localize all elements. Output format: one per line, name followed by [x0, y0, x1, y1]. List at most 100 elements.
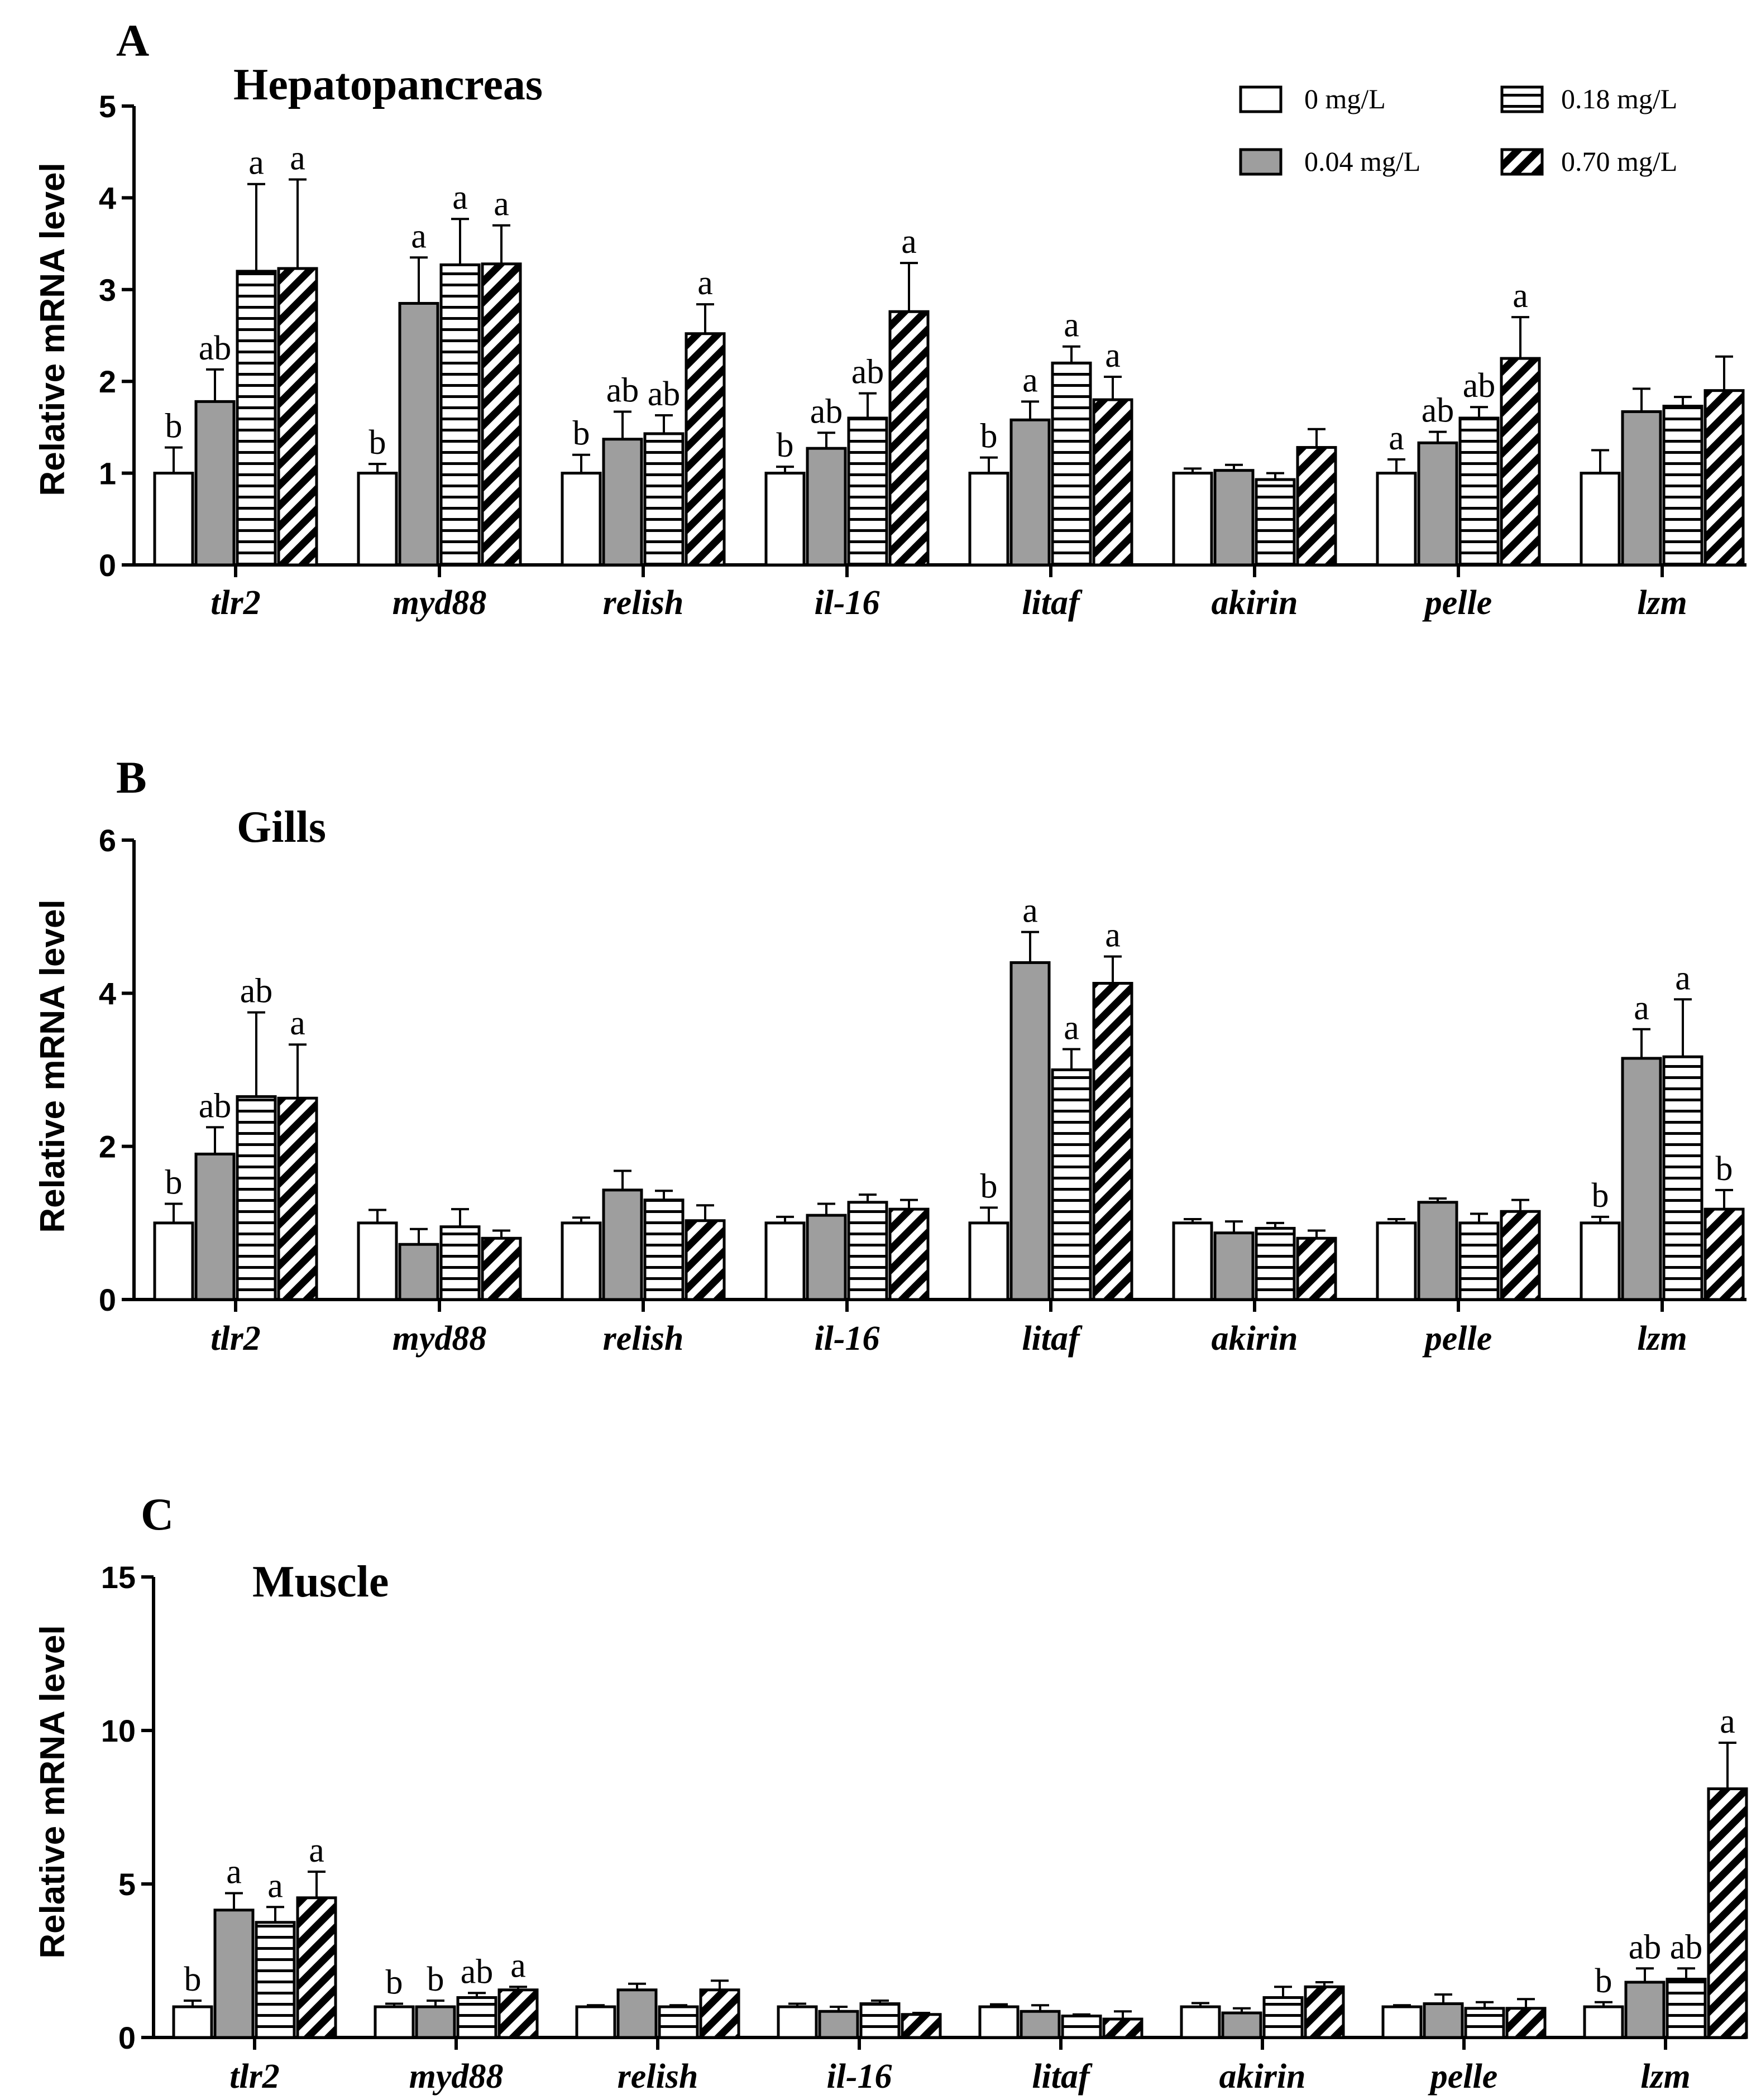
significance-label: b: [980, 1167, 998, 1205]
bar-myd88-s0: [357, 1221, 398, 1301]
bar-litaf-s2: [1061, 2015, 1102, 2039]
significance-label: b: [427, 1960, 444, 1998]
bar-relish-s3: [685, 1219, 726, 1301]
bar-akirin-s2: [1255, 1226, 1296, 1301]
bar-pelle-s0: [1376, 1221, 1417, 1301]
x-tick-label-lzm: lzm: [1637, 1320, 1687, 1358]
bar-akirin-s0: [1172, 472, 1213, 567]
significance-label: a: [1675, 959, 1691, 997]
legend-swatch-0mg: [1239, 85, 1283, 113]
bar-tlr2-s1: [213, 1909, 255, 2039]
bar-litaf-s1: [1009, 961, 1051, 1301]
significance-label: b: [1716, 1150, 1733, 1188]
y-tick-label: 4: [99, 976, 116, 1011]
bar-pelle-s3: [1505, 2007, 1547, 2039]
significance-label: ab: [851, 353, 884, 391]
bar-lzm-s3: [1703, 389, 1745, 567]
x-tick-label-il-16: il-16: [814, 584, 879, 622]
bar-pelle-s1: [1417, 1201, 1458, 1301]
bar-pelle-s3: [1500, 357, 1541, 567]
y-tick-label: 1: [99, 456, 116, 491]
significance-label: ab: [1422, 392, 1454, 430]
significance-label: ab: [810, 392, 843, 430]
bar-pelle-s0: [1376, 472, 1417, 567]
x-tick-label-relish: relish: [618, 2058, 698, 2096]
bar-lzm-s2: [1662, 1055, 1703, 1301]
significance-label: a: [1513, 277, 1528, 315]
significance-label: b: [386, 1964, 403, 2002]
significance-label: a: [510, 1946, 526, 1984]
bar-lzm-s0: [1583, 2005, 1624, 2039]
significance-label: a: [248, 144, 264, 182]
legend-item-004mg: 0.04 mg/L: [1239, 146, 1420, 177]
bar-tlr2-s0: [153, 472, 194, 567]
x-tick-label-tlr2: tlr2: [229, 2058, 280, 2096]
legend-item-018mg: 0.18 mg/L: [1500, 83, 1677, 114]
bar-relish-s1: [616, 1988, 658, 2039]
significance-label: a: [267, 1867, 283, 1905]
x-tick-label-il-16: il-16: [814, 1320, 879, 1358]
x-tick-label-akirin: akirin: [1211, 1320, 1298, 1358]
significance-label: a: [411, 217, 427, 255]
bar-litaf-s2: [1051, 361, 1092, 567]
y-tick-label: 5: [118, 1867, 136, 1902]
y-tick-label: 6: [99, 823, 116, 858]
bar-tlr2-s3: [296, 1896, 337, 2039]
y-axis-label-b: Relative mRNA level: [34, 899, 72, 1233]
y-tick-label: 0: [99, 548, 116, 583]
bar-tlr2-s3: [277, 1096, 318, 1301]
x-tick-label-pelle: pelle: [1422, 584, 1492, 622]
bar-tlr2-s0: [153, 1221, 194, 1301]
bar-myd88-s0: [374, 2005, 415, 2039]
significance-label: ab: [1670, 1928, 1703, 1966]
panel-letter-a: A: [116, 15, 149, 66]
bar-akirin-s2: [1255, 478, 1296, 567]
bar-myd88-s1: [398, 1243, 439, 1301]
bar-litaf-s1: [1020, 2010, 1061, 2039]
x-tick-label-myd88: myd88: [409, 2058, 504, 2096]
x-tick-label-litaf: litaf: [1022, 1320, 1083, 1358]
bar-akirin-s3: [1296, 446, 1337, 567]
significance-label: a: [1064, 306, 1079, 344]
legend-label-018mg: 0.18 mg/L: [1561, 83, 1677, 114]
x-tick-label-myd88: myd88: [393, 1320, 487, 1358]
bar-tlr2-s1: [194, 400, 236, 567]
y-tick-label: 3: [99, 272, 116, 308]
significance-label: a: [697, 264, 713, 302]
y-tick-label: 2: [99, 1129, 116, 1164]
bar-il-16-s3: [901, 2013, 942, 2039]
significance-label: ab: [648, 375, 681, 413]
bar-myd88-s3: [497, 1988, 539, 2039]
bar-myd88-s0: [357, 472, 398, 567]
bar-myd88-s1: [415, 2005, 456, 2039]
y-tick-label: 0: [118, 2020, 136, 2055]
bar-relish-s0: [561, 472, 602, 567]
significance-label: a: [290, 1004, 305, 1042]
legend: 0 mg/L 0.18 mg/L 0.04 mg/L 0.70 mg/L: [1239, 83, 1677, 177]
bar-myd88-s2: [456, 1996, 497, 2039]
significance-label: ab: [199, 1087, 232, 1125]
significance-label: b: [777, 426, 794, 464]
bar-relish-s1: [602, 1188, 643, 1301]
panel-b: B Gills Relative mRNA level 0246tlr2baba…: [34, 752, 1746, 1358]
bar-il-16-s3: [888, 310, 930, 567]
bar-il-16-s1: [806, 447, 847, 567]
bar-il-16-s2: [847, 1201, 888, 1301]
bar-tlr2-s3: [277, 267, 318, 567]
legend-swatch-018mg: [1500, 85, 1544, 113]
significance-label: ab: [199, 329, 232, 367]
significance-label: ab: [461, 1953, 494, 1991]
significance-label: b: [573, 415, 590, 453]
bar-relish-s0: [575, 2005, 616, 2039]
x-tick-label-relish: relish: [603, 584, 684, 622]
significance-label: b: [369, 424, 386, 462]
panel-title-c: Muscle: [252, 1557, 389, 1607]
significance-label: a: [1634, 989, 1649, 1027]
bar-il-16-s0: [764, 1221, 806, 1301]
bar-tlr2-s2: [236, 1095, 277, 1301]
significance-label: ab: [1463, 367, 1496, 405]
bar-lzm-s1: [1621, 410, 1662, 567]
bar-myd88-s1: [398, 301, 439, 567]
